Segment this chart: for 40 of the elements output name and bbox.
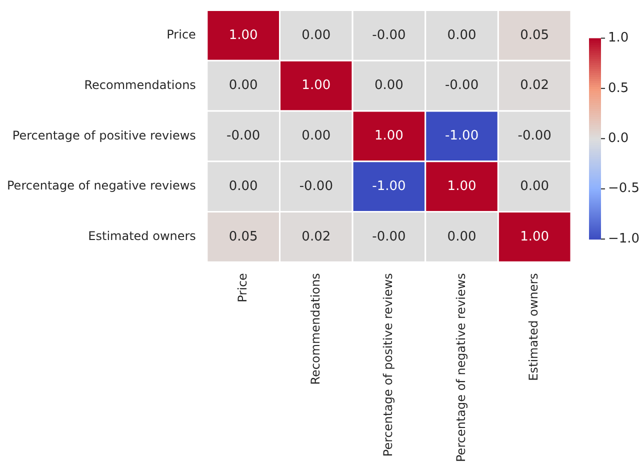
color-bar-label: 1.0 xyxy=(608,30,629,46)
data-label: 1.00 xyxy=(228,28,258,43)
data-label: 0.00 xyxy=(520,178,550,194)
data-label: 0.00 xyxy=(447,28,476,43)
data-label: 0.05 xyxy=(520,28,550,43)
data-label: 1.00 xyxy=(302,78,331,94)
color-bar-label: 0.0 xyxy=(608,131,629,146)
color-bar-label: −1.0 xyxy=(608,231,640,246)
y-tick-label: Recommendations xyxy=(84,78,196,92)
data-label: -1.00 xyxy=(444,128,479,144)
color-bar-label: −0.5 xyxy=(608,181,640,196)
x-tick-label: Recommendations xyxy=(308,273,322,385)
data-label: 0.00 xyxy=(302,28,331,43)
data-label: 0.00 xyxy=(374,78,404,94)
data-label: 1.00 xyxy=(447,178,476,194)
data-label: 0.02 xyxy=(302,229,331,244)
data-label: 1.00 xyxy=(374,128,404,144)
data-label: -0.00 xyxy=(372,28,406,43)
data-label: -0.00 xyxy=(226,128,260,144)
y-tick-label: Percentage of negative reviews xyxy=(7,178,196,193)
data-label: 0.00 xyxy=(302,128,331,144)
x-tick-label: Estimated owners xyxy=(526,273,541,381)
data-label: -0.00 xyxy=(518,128,552,144)
y-tick-label: Estimated owners xyxy=(88,229,196,244)
data-label: 0.00 xyxy=(228,178,258,194)
data-label: 0.02 xyxy=(520,78,550,94)
color-bar-label: 0.5 xyxy=(608,80,629,96)
data-label: 0.00 xyxy=(447,229,476,244)
data-label: 0.00 xyxy=(228,78,258,94)
data-label: 0.05 xyxy=(228,229,258,244)
data-label: -0.00 xyxy=(444,78,479,94)
x-tick-label: Percentage of positive reviews xyxy=(381,273,396,457)
y-tick-label: Percentage of positive reviews xyxy=(12,128,196,142)
data-label: -0.00 xyxy=(299,178,333,194)
x-tick-label: Price xyxy=(235,273,250,302)
data-label: 1.00 xyxy=(520,229,550,244)
data-label: -1.00 xyxy=(372,178,406,194)
data-label: -0.00 xyxy=(372,229,406,244)
y-tick-label: Price xyxy=(166,28,196,42)
x-tick-label: Percentage of negative reviews xyxy=(454,273,468,462)
